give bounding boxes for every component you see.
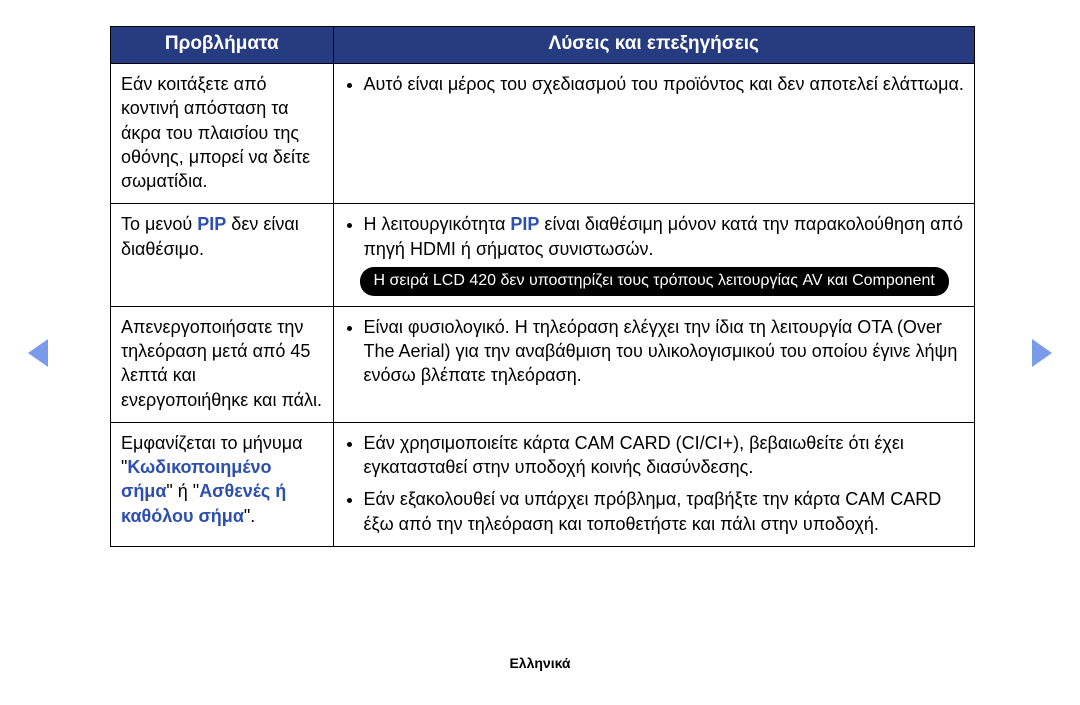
note-pill: Η σειρά LCD 420 δεν υποστηρίζει τους τρό… — [360, 267, 949, 296]
footer-language: Ελληνικά — [0, 655, 1080, 671]
table-row: Εμφανίζεται το μήνυμα "Κωδικοποιημένο σή… — [111, 422, 975, 546]
solution-cell: Εάν χρησιμοποιείτε κάρτα CAM CARD (CI/CI… — [333, 422, 975, 546]
table-row: Απενεργοποιήσατε την τηλεόραση μετά από … — [111, 306, 975, 422]
header-problems: Προβλήματα — [111, 27, 334, 64]
prev-page-arrow[interactable] — [28, 339, 48, 367]
solution-text: Εάν χρησιμοποιείτε κάρτα CAM CARD (CI/CI… — [364, 433, 904, 477]
solution-text: Είναι φυσιολογικό. Η τηλεόραση ελέγχει τ… — [364, 317, 958, 386]
problem-cell: Εμφανίζεται το μήνυμα "Κωδικοποιημένο σή… — [111, 422, 334, 546]
solution-item: Είναι φυσιολογικό. Η τηλεόραση ελέγχει τ… — [364, 315, 967, 388]
problem-text-mid: " ή " — [166, 481, 199, 501]
problem-cell: Απενεργοποιήσατε την τηλεόραση μετά από … — [111, 306, 334, 422]
solution-text-pre: Η λειτουργικότητα — [364, 214, 511, 234]
solution-item: Η λειτουργικότητα PIP είναι διαθέσιμη μό… — [364, 212, 967, 295]
solution-item: Εάν χρησιμοποιείτε κάρτα CAM CARD (CI/CI… — [364, 431, 967, 480]
solution-cell: Αυτό είναι μέρος του σχεδιασμού του προϊ… — [333, 64, 975, 204]
problem-text: Απενεργοποιήσατε την τηλεόραση μετά από … — [121, 317, 322, 410]
solution-item: Αυτό είναι μέρος του σχεδιασμού του προϊ… — [364, 72, 967, 96]
problem-text: Εάν κοιτάξετε από κοντινή απόσταση τα άκ… — [121, 74, 310, 191]
solution-text: Αυτό είναι μέρος του σχεδιασμού του προϊ… — [364, 74, 964, 94]
problem-cell: Το μενού PIP δεν είναι διαθέσιμο. — [111, 204, 334, 306]
problem-text-post: ". — [244, 506, 255, 526]
problem-text-pre: Το μενού — [121, 214, 197, 234]
solution-cell: Η λειτουργικότητα PIP είναι διαθέσιμη μό… — [333, 204, 975, 306]
troubleshooting-table: Προβλήματα Λύσεις και επεξηγήσεις Εάν κο… — [110, 26, 975, 547]
solution-cell: Είναι φυσιολογικό. Η τηλεόραση ελέγχει τ… — [333, 306, 975, 422]
next-page-arrow[interactable] — [1032, 339, 1052, 367]
solution-text-accent: PIP — [510, 214, 539, 234]
problem-text-accent: PIP — [197, 214, 226, 234]
solution-text: Εάν εξακολουθεί να υπάρχει πρόβλημα, τρα… — [364, 489, 942, 533]
table-row: Εάν κοιτάξετε από κοντινή απόσταση τα άκ… — [111, 64, 975, 204]
solution-item: Εάν εξακολουθεί να υπάρχει πρόβλημα, τρα… — [364, 487, 967, 536]
problem-cell: Εάν κοιτάξετε από κοντινή απόσταση τα άκ… — [111, 64, 334, 204]
table-row: Το μενού PIP δεν είναι διαθέσιμο. Η λειτ… — [111, 204, 975, 306]
header-solutions: Λύσεις και επεξηγήσεις — [333, 27, 975, 64]
